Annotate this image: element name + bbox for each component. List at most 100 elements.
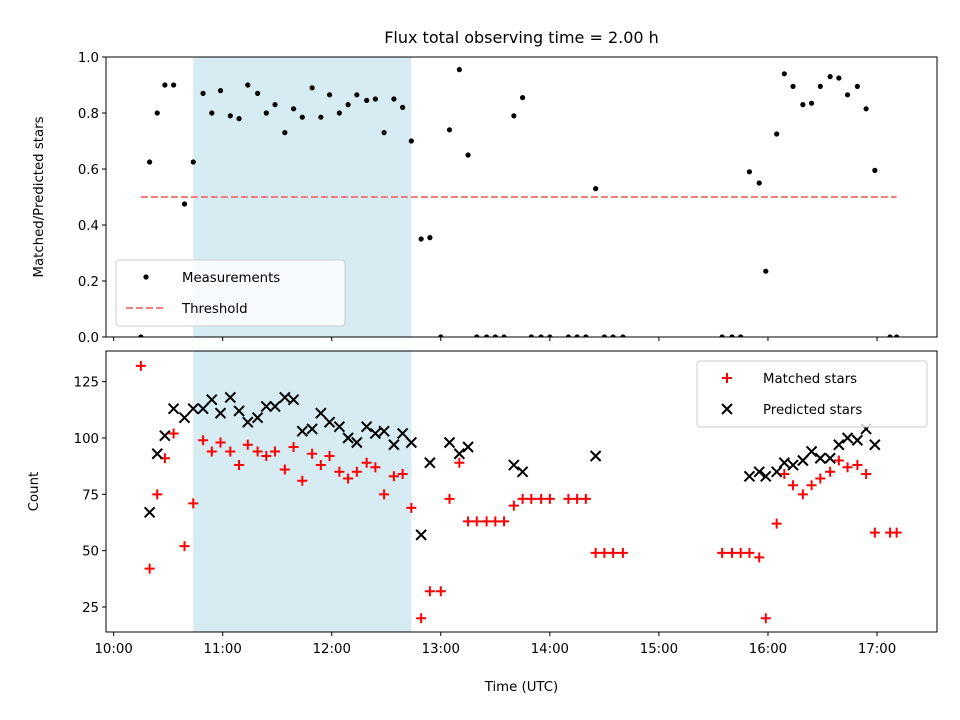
matched-stars-point xyxy=(324,451,335,462)
measurement-point xyxy=(272,102,278,108)
y-tick-label: 125 xyxy=(74,376,99,391)
measurement-point xyxy=(894,334,900,337)
predicted-stars-point xyxy=(443,436,456,449)
x-tick-label: 16:00 xyxy=(749,642,787,657)
matched-stars-point xyxy=(361,457,372,468)
measurement-point xyxy=(519,95,526,101)
measurement-point xyxy=(719,334,725,337)
measurement-point xyxy=(282,130,288,136)
measurement-point xyxy=(171,82,177,88)
y-tick-label: 50 xyxy=(82,545,99,560)
matched-stars-point xyxy=(526,493,537,504)
legend-box xyxy=(696,360,928,428)
matched-stars-point xyxy=(351,466,362,477)
measurement-point xyxy=(318,114,324,120)
measurement-point xyxy=(336,110,342,116)
measurement-point xyxy=(418,236,424,242)
predicted-stars-point xyxy=(233,405,245,417)
measurement-point xyxy=(574,334,580,337)
x-tick-label: 15:00 xyxy=(640,642,678,657)
predicted-stars-point xyxy=(453,448,466,460)
predicted-stars-point xyxy=(851,434,864,446)
measurement-point xyxy=(474,334,480,337)
predicted-stars-point xyxy=(508,459,520,471)
predicted-stars-point xyxy=(296,425,309,437)
predicted-stars-point xyxy=(841,432,854,444)
measurement-point xyxy=(354,92,360,98)
measurement-point xyxy=(381,130,387,136)
matched-stars-point xyxy=(471,516,482,527)
matched-stars-point xyxy=(242,439,253,450)
predicted-stars-point xyxy=(369,427,382,440)
measurement-point xyxy=(227,113,233,119)
predicted-stars-point xyxy=(415,529,427,541)
predicted-stars-point xyxy=(333,421,346,433)
y-tick-label: 75 xyxy=(82,488,99,503)
matched-stars-point xyxy=(760,613,771,624)
measurement-point xyxy=(147,159,153,165)
measurement-point xyxy=(774,131,780,137)
matched-stars-point xyxy=(726,547,737,558)
matched-stars-point xyxy=(825,466,836,477)
measurement-point xyxy=(263,110,269,116)
predicted-stars-point xyxy=(206,393,218,406)
matched-stars-point xyxy=(788,480,799,491)
measurement-point xyxy=(872,167,878,173)
measurement-point xyxy=(800,102,806,108)
measurement-point xyxy=(790,83,796,89)
measurement-point xyxy=(162,82,168,88)
matched-stars-point xyxy=(234,460,245,471)
matched-stars-point xyxy=(307,448,318,459)
matched-stars-point xyxy=(270,446,281,457)
top-panel: 0.0 0.2 0.4 0.6 0.8 1.0 Matched/Predicted star… xyxy=(32,51,938,346)
matched-stars-point xyxy=(517,493,528,504)
matched-stars-point xyxy=(397,469,408,480)
matched-stars-point xyxy=(608,547,619,558)
x-tick-label: 11:00 xyxy=(204,642,242,657)
legend-label: Threshold xyxy=(181,302,248,317)
measurement-point xyxy=(887,334,893,337)
matched-stars-point xyxy=(206,446,217,457)
measurement-point xyxy=(391,96,397,102)
predicted-stars-point xyxy=(323,416,336,428)
matched-stars-point xyxy=(454,457,465,468)
matched-stars-point xyxy=(297,475,308,486)
measurement-point xyxy=(446,127,453,133)
matched-stars-point xyxy=(806,480,817,491)
legend: Matched stars Predicted stars xyxy=(696,360,928,428)
y-axis-label: Count xyxy=(27,472,42,512)
measurement-point xyxy=(565,334,571,337)
predicted-stars-point xyxy=(824,452,836,464)
matched-stars-point xyxy=(215,437,226,448)
measurement-point xyxy=(400,104,406,110)
measurement-point xyxy=(245,82,251,88)
matched-stars-point xyxy=(499,516,510,527)
matched-stars-point xyxy=(225,446,236,457)
measurement-point xyxy=(863,106,869,112)
matched-stars-point xyxy=(891,527,902,538)
predicted-stars-point xyxy=(589,450,602,462)
matched-stars-point xyxy=(572,493,583,504)
matched-stars-point xyxy=(416,613,427,624)
predicted-stars-point xyxy=(224,391,237,404)
y-tick-label: 100 xyxy=(74,432,99,447)
predicted-stars-point xyxy=(814,452,827,464)
matched-stars-point xyxy=(168,428,179,439)
matched-stars-point xyxy=(842,462,853,473)
matched-stars-point xyxy=(744,547,755,558)
matched-stars-point xyxy=(424,586,435,597)
x-tick-label: 17:00 xyxy=(858,642,896,657)
matched-stars-point xyxy=(252,446,263,457)
measurement-point xyxy=(209,110,215,116)
matched-stars-point xyxy=(435,586,446,597)
matched-stars-point xyxy=(861,469,872,480)
matched-stars-point xyxy=(144,563,155,574)
matched-stars-point xyxy=(563,493,574,504)
y-tick-label: 1.0 xyxy=(78,51,99,66)
matched-stars-point xyxy=(544,493,555,504)
matched-stars-point xyxy=(463,516,474,527)
matched-stars-point xyxy=(717,547,728,558)
measurement-point xyxy=(817,83,823,89)
predicted-stars-point xyxy=(869,439,881,451)
